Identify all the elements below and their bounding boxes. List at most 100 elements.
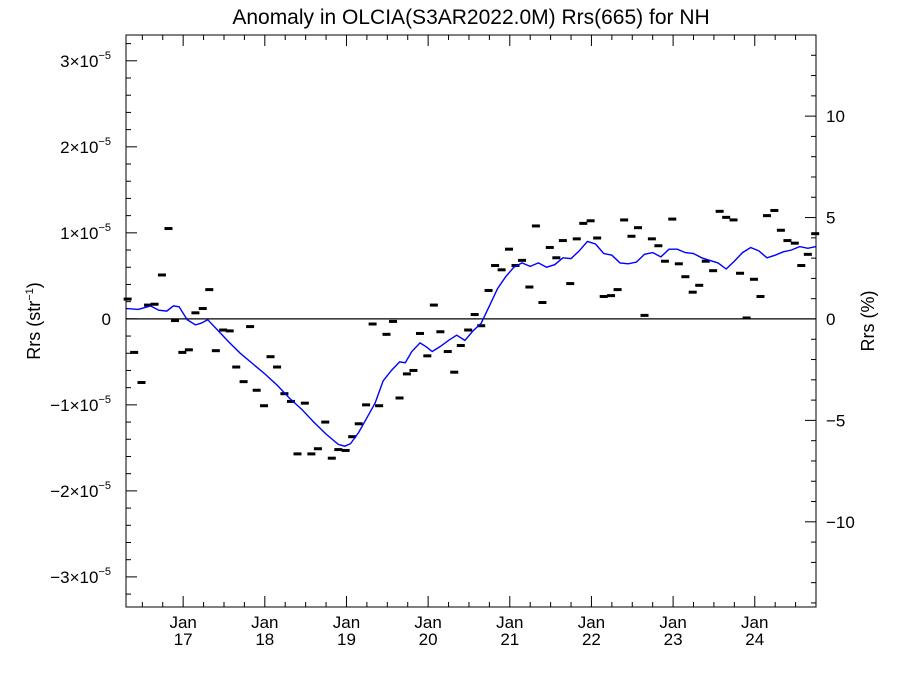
monthly-anomaly-marker	[423, 354, 432, 358]
x-tick-month: Jan	[741, 613, 768, 632]
monthly-anomaly-marker	[633, 226, 642, 230]
monthly-anomaly-marker	[681, 275, 690, 279]
monthly-anomaly-marker	[552, 256, 561, 260]
monthly-anomaly-marker	[334, 448, 343, 452]
x-tick-month: Jan	[414, 613, 441, 632]
monthly-anomaly-marker	[497, 268, 506, 272]
left-tick-exponent: −5	[98, 222, 111, 234]
monthly-anomaly-marker	[803, 252, 812, 256]
monthly-anomaly-marker	[375, 404, 384, 408]
monthly-anomaly-marker	[354, 422, 363, 426]
monthly-anomaly-marker	[429, 303, 438, 307]
monthly-anomaly-marker	[736, 271, 745, 275]
monthly-anomaly-marker	[260, 404, 268, 408]
monthly-anomaly-marker	[239, 380, 248, 384]
monthly-anomaly-marker	[715, 209, 724, 213]
chart-title: Anomaly in OLCIA(S3AR2022.0M) Rrs(665) f…	[232, 6, 709, 29]
monthly-anomaly-marker	[790, 241, 799, 245]
left-tick-exponent: −5	[98, 394, 111, 406]
left-axis-label-end: )	[24, 282, 44, 288]
left-tick-mantissa: 1×10	[60, 224, 98, 243]
monthly-anomaly-marker	[613, 288, 622, 292]
left-tick-label: 0	[102, 310, 111, 329]
monthly-anomaly-marker	[701, 259, 710, 263]
monthly-anomaly-marker	[219, 328, 228, 332]
monthly-anomaly-marker	[811, 232, 820, 236]
x-tick-month: Jan	[659, 613, 686, 632]
left-tick-mantissa: 2×10	[60, 138, 98, 157]
monthly-anomaly-marker	[770, 208, 779, 212]
x-tick-year: 24	[745, 630, 764, 649]
left-tick-exponent: −5	[98, 480, 111, 492]
left-tick-label: 3×10−5	[60, 50, 111, 71]
left-axis-label: Rrs (str−1)	[24, 282, 44, 360]
monthly-anomaly-marker	[593, 236, 602, 240]
monthly-anomaly-marker	[341, 448, 350, 452]
monthly-anomaly-marker	[783, 239, 792, 243]
series-layer	[123, 208, 820, 460]
x-tick-month: Jan	[578, 613, 605, 632]
monthly-anomaly-marker	[558, 239, 567, 243]
monthly-anomaly-marker	[164, 227, 173, 231]
monthly-anomaly-marker	[313, 447, 322, 451]
monthly-anomaly-marker	[776, 228, 785, 232]
left-tick-label: 1×10−5	[60, 222, 111, 243]
monthly-anomaly-marker	[660, 259, 669, 263]
monthly-anomaly-marker	[531, 224, 540, 228]
monthly-anomaly-marker	[389, 319, 398, 323]
x-tick-year: 17	[174, 630, 193, 649]
running-mean-line	[125, 240, 817, 447]
monthly-anomaly-marker	[348, 435, 357, 439]
monthly-anomaly-marker	[273, 365, 282, 369]
monthly-anomaly-marker	[252, 388, 261, 392]
monthly-anomaly-series	[123, 208, 820, 460]
monthly-anomaly-marker	[170, 319, 179, 323]
x-tick-month: Jan	[251, 613, 278, 632]
left-tick-label: 2×10−5	[60, 136, 111, 157]
monthly-anomaly-marker	[722, 215, 731, 219]
monthly-anomaly-marker	[307, 452, 316, 456]
monthly-anomaly-marker	[518, 258, 527, 262]
x-tick-year: 20	[419, 630, 438, 649]
monthly-anomaly-marker	[130, 350, 139, 354]
right-tick-label: −10	[826, 513, 855, 532]
left-tick-mantissa: −1×10	[50, 396, 98, 415]
left-axis-label-exp: −1	[24, 288, 36, 301]
right-tick-label: 0	[826, 310, 835, 329]
monthly-anomaly-marker	[450, 370, 459, 374]
monthly-anomaly-marker	[191, 311, 200, 315]
monthly-anomaly-marker	[688, 290, 697, 294]
monthly-anomaly-marker	[484, 288, 493, 292]
monthly-anomaly-marker	[470, 313, 479, 317]
monthly-anomaly-marker	[415, 331, 424, 335]
monthly-anomaly-marker	[620, 218, 629, 222]
monthly-anomaly-marker	[749, 277, 758, 281]
monthly-anomaly-marker	[566, 282, 575, 286]
x-tick-month: Jan	[496, 613, 523, 632]
monthly-anomaly-marker	[709, 269, 718, 273]
left-tick-label: −1×10−5	[50, 394, 111, 415]
monthly-anomaly-marker	[409, 368, 418, 372]
monthly-anomaly-marker	[327, 456, 336, 460]
monthly-anomaly-marker	[382, 332, 391, 336]
x-tick-year: 18	[255, 630, 274, 649]
monthly-anomaly-marker	[211, 349, 220, 353]
right-tick-label: −5	[826, 411, 845, 430]
monthly-anomaly-marker	[579, 221, 588, 225]
monthly-anomaly-marker	[395, 396, 404, 400]
monthly-anomaly-marker	[538, 301, 547, 305]
left-tick-label: −3×10−5	[50, 566, 111, 587]
right-tick-label: 10	[826, 107, 845, 126]
monthly-anomaly-marker	[742, 316, 751, 320]
monthly-anomaly-marker	[456, 344, 465, 348]
monthly-anomaly-marker	[144, 303, 153, 307]
monthly-anomaly-marker	[763, 214, 772, 218]
monthly-anomaly-marker	[137, 381, 146, 385]
monthly-anomaly-marker	[477, 324, 486, 328]
x-tick-year: 21	[500, 630, 519, 649]
left-tick-mantissa: 0	[102, 310, 111, 329]
monthly-anomaly-marker	[402, 372, 411, 376]
left-tick-mantissa: −3×10	[50, 568, 98, 587]
left-tick-exponent: −5	[98, 136, 111, 148]
